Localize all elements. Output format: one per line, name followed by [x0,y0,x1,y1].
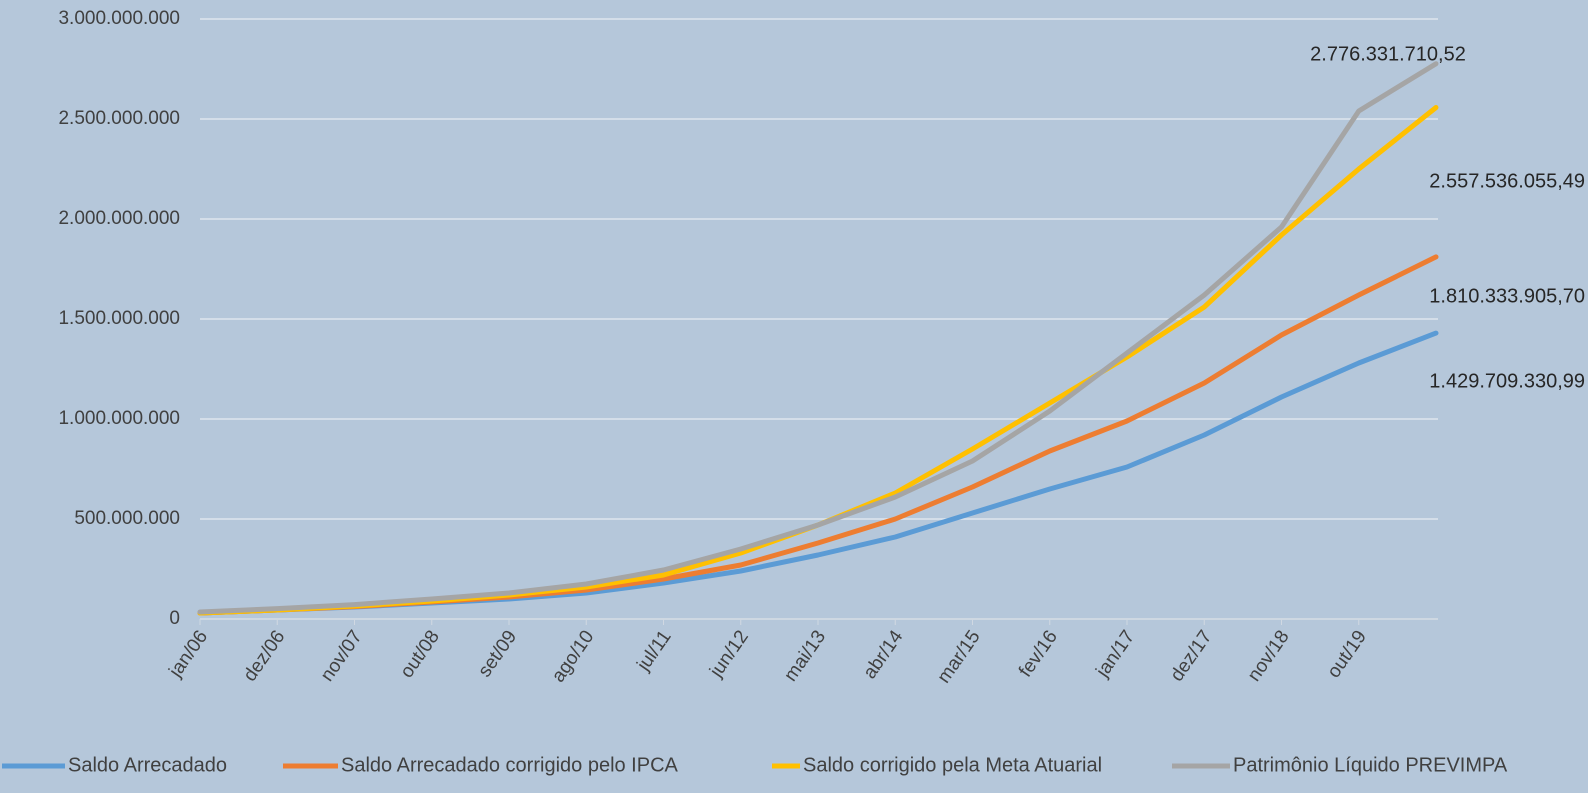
x-tick-label: mai/13 [780,627,830,686]
x-tick-label: mar/15 [934,627,985,687]
x-tick-label: abr/14 [859,626,907,683]
x-tick-label: fev/16 [1015,627,1062,681]
x-tick-label: set/09 [474,627,521,681]
x-tick-label: jan/06 [165,627,212,682]
x-tick-label: jun/12 [705,627,752,682]
x-tick-label: dez/06 [240,627,290,686]
x-tick-label: out/19 [1323,627,1371,682]
x-tick-label: nov/07 [317,627,367,686]
x-tick-label: jan/17 [1092,627,1139,682]
x-tick-label: jul/11 [633,627,676,676]
y-tick-label: 2.500.000.000 [58,108,180,129]
x-tick-label: out/08 [396,627,444,682]
y-tick-label: 3.000.000.000 [58,8,180,29]
x-tick-label: ago/10 [548,627,599,687]
series-line [197,330,1439,616]
series-line [197,105,1439,616]
legend-label: Saldo Arrecadado [68,754,227,776]
legend-label: Patrimônio Líquido PREVIMPA [1233,754,1508,776]
legend-label: Saldo corrigido pela Meta Atuarial [803,754,1102,776]
x-tick-label: nov/18 [1244,627,1294,686]
data-label: 2.776.331.710,52 [1310,43,1466,65]
series-line [197,254,1439,616]
data-label: 1.810.333.905,70 [1429,285,1585,307]
data-label: 2.557.536.055,49 [1429,170,1585,192]
series-line [197,61,1439,615]
y-tick-label: 500.000.000 [74,508,180,529]
y-tick-label: 0 [169,608,180,629]
legend-label: Saldo Arrecadado corrigido pelo IPCA [341,754,679,776]
x-tick-label: dez/17 [1167,627,1217,686]
data-label: 1.429.709.330,99 [1429,370,1585,392]
y-tick-label: 1.500.000.000 [58,308,180,329]
y-tick-label: 1.000.000.000 [58,408,180,429]
y-tick-label: 2.000.000.000 [58,208,180,229]
